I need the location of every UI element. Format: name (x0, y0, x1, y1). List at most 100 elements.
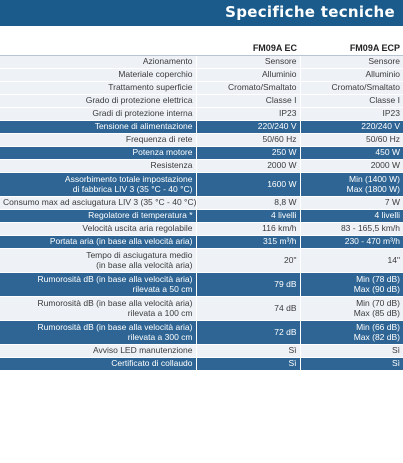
value-ec: IP23 (279, 108, 297, 119)
value-ecp: Min (70 dB) (356, 297, 400, 308)
value-ecp-cell: 2000 W (299, 159, 403, 173)
spec-label: Rumorosità dB (in base alla velocità ari… (37, 321, 193, 332)
spec-label-cell: Grado di protezione elettrica (0, 94, 196, 108)
value-ec-cell: 220/240 V (195, 120, 300, 134)
table-row: Azionamento Sensore Sensore (0, 55, 403, 69)
spec-label: Tensione di alimentazione (94, 121, 193, 132)
value-ec: 20" (284, 254, 297, 265)
spec-label: Trattamento superficie (108, 82, 193, 93)
spec-label: Materiale coperchio (118, 69, 193, 80)
table-row: Consumo max ad asciugatura LIV 3 (35 °C … (0, 196, 403, 210)
value-ec-cell: 50/60 Hz (195, 133, 300, 147)
value-ecp: Max (82 dB) (353, 331, 400, 342)
value-ecp: Max (1800 W) (346, 183, 400, 194)
spec-label: Gradi di protezione interna (92, 108, 193, 119)
value-ecp: Classe I (369, 95, 400, 106)
spec-label-cell: Rumorosità dB (in base alla velocità ari… (0, 296, 196, 321)
value-ec-cell: 4 livelli (195, 209, 300, 223)
table-row: Certificato di collaudo Sì Sì (0, 357, 403, 371)
value-ecp: Sensore (368, 56, 400, 67)
value-ecp-cell: Min (70 dB) Max (85 dB) (299, 296, 403, 321)
table-row: Rumorosità dB (in base alla velocità ari… (0, 296, 403, 321)
value-ec: 220/240 V (257, 121, 297, 132)
spec-label-cell: Materiale coperchio (0, 68, 196, 82)
spec-label: Consumo max ad asciugatura LIV 3 (35 °C … (3, 197, 196, 208)
table-row: Rumorosità dB (in base alla velocità ari… (0, 272, 403, 297)
value-ec-cell: 315 m³/h (195, 235, 300, 249)
spec-label: rilevata a 50 cm (132, 283, 193, 294)
value-ec: 72 dB (274, 326, 297, 337)
value-ecp-cell: 450 W (299, 146, 403, 160)
value-ecp-cell: Cromato/Smaltato (299, 81, 403, 95)
table-row: Potenza motore 250 W 450 W (0, 146, 403, 160)
value-ec: Sì (288, 358, 297, 369)
value-ec-cell: 1600 W (195, 172, 300, 197)
spec-table: FM09A EC FM09A ECP Azionamento Sensore Sen… (0, 41, 403, 371)
value-ec: Sensore (264, 56, 297, 67)
spec-label: Portata aria (in base alla velocità aria… (49, 236, 193, 247)
value-ec-cell: 20" (195, 248, 300, 273)
spec-label: Regolatore di temperatura * (88, 210, 193, 221)
spec-label-cell: Trattamento superficie (0, 81, 196, 95)
section-title: Specifiche tecniche (225, 3, 395, 21)
table-row: Resistenza 2000 W 2000 W (0, 159, 403, 173)
spec-label: Rumorosità dB (in base alla velocità ari… (37, 297, 193, 308)
value-ecp-cell: Sì (299, 357, 403, 371)
value-ec-cell: 74 dB (195, 296, 300, 321)
value-ecp: Min (1400 W) (348, 173, 400, 184)
spec-label-cell: Rumorosità dB (in base alla velocità ari… (0, 272, 196, 297)
value-ec: 50/60 Hz (262, 134, 297, 145)
value-ec: Sì (288, 345, 297, 356)
spec-label: Velocità uscita aria regolabile (82, 223, 193, 234)
value-ec-cell: 72 dB (195, 320, 300, 345)
table-row: Avviso LED manutenzione Sì Sì (0, 344, 403, 358)
value-ecp: 450 W (375, 147, 400, 158)
spec-label: di fabbrica LIV 3 (35 °C - 40 °C) (72, 183, 193, 194)
value-ec: 8,8 W (274, 197, 297, 208)
value-ecp: IP23 (382, 108, 401, 119)
table-row: Tensione di alimentazione 220/240 V 220/24… (0, 120, 403, 134)
spec-label-cell: Potenza motore (0, 146, 196, 160)
value-ecp-cell: 220/240 V (299, 120, 403, 134)
value-ec: 250 W (271, 147, 297, 158)
value-ecp: Min (78 dB) (356, 273, 400, 284)
value-ec: 315 m³/h (262, 236, 297, 247)
value-ec: 116 km/h (262, 223, 297, 234)
value-ec: 1600 W (267, 178, 297, 189)
value-ec-cell: 250 W (195, 146, 300, 160)
spec-label-cell: Azionamento (0, 55, 196, 69)
value-ec-cell: Alluminio (195, 68, 300, 82)
value-ecp: Cromato/Smaltato (331, 82, 401, 93)
value-ecp-cell: IP23 (299, 107, 403, 121)
spec-label: rilevata a 300 cm (127, 331, 193, 342)
value-ecp: Alluminio (365, 69, 401, 80)
table-header-row: FM09A EC FM09A ECP (0, 41, 403, 56)
table-row: Portata aria (in base alla velocità aria… (0, 235, 403, 249)
value-ecp-cell: 50/60 Hz (299, 133, 403, 147)
value-ecp-cell: Alluminio (299, 68, 403, 82)
value-ecp-cell: 4 livelli (299, 209, 403, 223)
spec-label: Avviso LED manutenzione (92, 345, 193, 356)
spec-label: Frequenza di rete (125, 134, 193, 145)
value-ecp-cell: 14" (299, 248, 403, 273)
spec-label-cell: Certificato di collaudo (0, 357, 196, 371)
table-row: Gradi di protezione interna IP23 IP23 (0, 107, 403, 121)
spec-label-cell: Rumorosità dB (in base alla velocità ari… (0, 320, 196, 345)
value-ec-cell: Sì (195, 344, 300, 358)
value-ecp: 2000 W (370, 160, 400, 171)
table-row: Velocità uscita aria regolabile 116 km/h 8… (0, 222, 403, 236)
table-row: Tempo di asciugatura medio (in base alla … (0, 248, 403, 273)
column-header-ecp: FM09A ECP (300, 41, 403, 56)
spec-label-cell: Frequenza di rete (0, 133, 196, 147)
value-ec: Classe I (265, 95, 297, 106)
table-row: Frequenza di rete 50/60 Hz 50/60 Hz (0, 133, 403, 147)
spec-label-cell: Resistenza (0, 159, 196, 173)
value-ecp-cell: Min (78 dB) Max (90 dB) (299, 272, 403, 297)
value-ec: 74 dB (274, 302, 297, 313)
spec-label-cell: Assorbimento totale impostazione di fabbr… (0, 172, 196, 197)
spec-label: Grado di protezione elettrica (85, 95, 193, 106)
value-ecp-cell: Sensore (299, 55, 403, 69)
value-ec-cell: IP23 (195, 107, 300, 121)
table-row: Grado di protezione elettrica Classe I Cla… (0, 94, 403, 108)
table-row: Rumorosità dB (in base alla velocità ari… (0, 320, 403, 345)
